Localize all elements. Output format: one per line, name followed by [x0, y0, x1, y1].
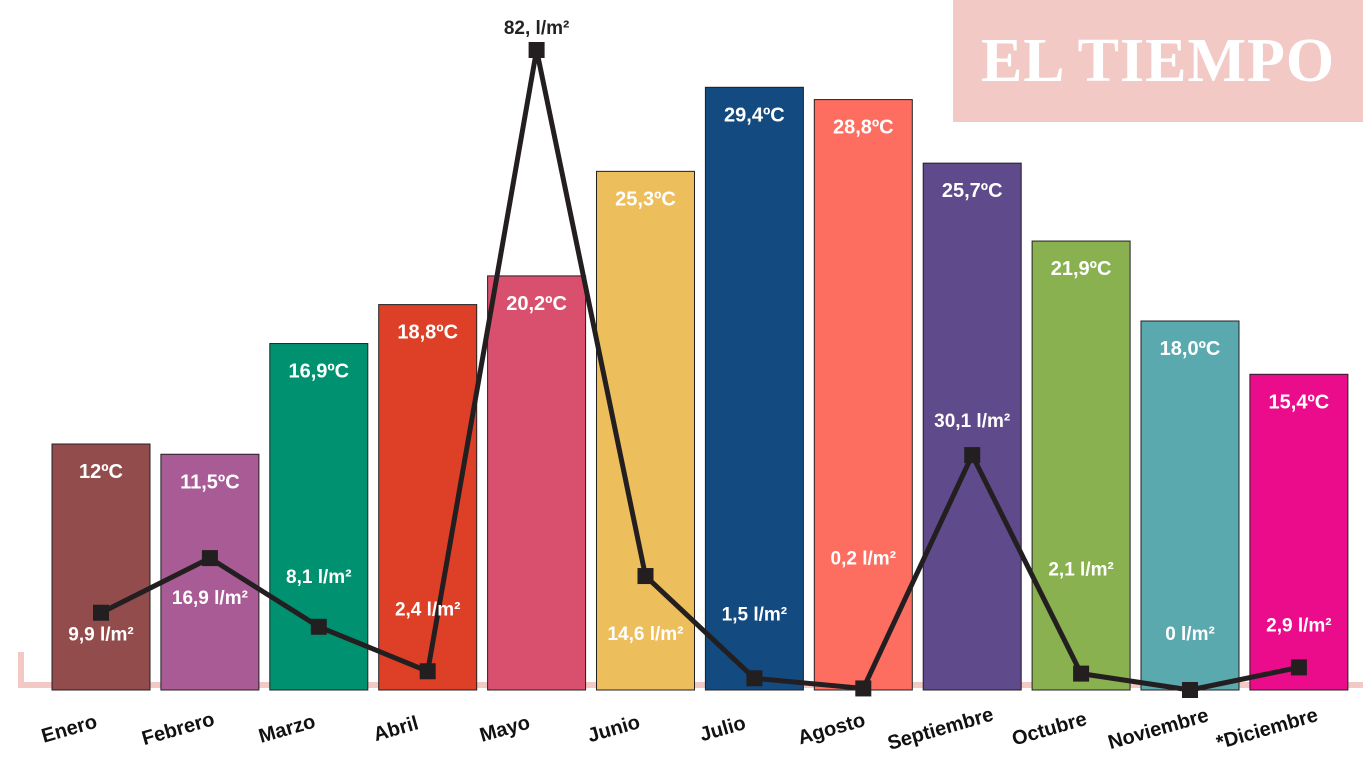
month-labels: Enero Febrero Marzo Abril Mayo Junio Julio Agos… — [39, 704, 1320, 755]
rainfall-point-septiembre — [964, 447, 981, 464]
rainfall-label-abril: 2,4 l/m² — [395, 599, 460, 620]
month-label-diciembre: *Diciembre — [1214, 704, 1321, 754]
temperature-bar-octubre — [1031, 240, 1131, 691]
month-label-noviembre: Noviembre — [1106, 704, 1211, 754]
rainfall-label-diciembre: 2,9 l/m² — [1266, 615, 1331, 636]
month-label-enero: Enero — [39, 711, 100, 748]
temperature-bar-agosto — [813, 99, 913, 691]
temperature-label-noviembre: 18,0ºC — [1160, 338, 1221, 360]
rainfall-point-julio — [746, 670, 763, 687]
month-label-junio: Junio — [585, 711, 642, 747]
temperature-labels: 12ºC 11,5ºC 16,9ºC 18,8ºC 20,2ºC 25,3ºC 29,4ºC… — [79, 104, 1329, 493]
rainfall-labels: 9,9 l/m² 16,9 l/m² 8,1 l/m² 2,4 l/m² 82, l/m… — [68, 18, 1331, 646]
month-label-marzo: Marzo — [256, 711, 318, 748]
temperature-bar-julio — [704, 86, 804, 691]
rainfall-label-enero: 9,9 l/m² — [68, 625, 133, 646]
rainfall-point-mayo — [528, 42, 545, 58]
month-label-octubre: Octubre — [1010, 708, 1090, 750]
rainfall-label-marzo: 8,1 l/m² — [286, 567, 351, 588]
temperature-bar-marzo — [269, 343, 369, 691]
temperature-label-enero: 12ºC — [79, 461, 123, 483]
temperature-label-diciembre: 15,4ºC — [1269, 391, 1330, 413]
temperature-label-septiembre: 25,7ºC — [942, 180, 1003, 202]
temperature-label-octubre: 21,9ºC — [1051, 258, 1112, 280]
temperature-bar-mayo — [487, 275, 587, 691]
rainfall-point-diciembre — [1290, 659, 1307, 676]
temperature-label-mayo: 20,2ºC — [506, 293, 567, 315]
temperature-bar-diciembre — [1249, 373, 1349, 691]
rainfall-point-enero — [93, 604, 109, 621]
temperature-bar-enero — [51, 443, 151, 691]
month-label-febrero: Febrero — [139, 708, 217, 750]
month-label-septiembre: Septiembre — [885, 704, 996, 755]
temperature-label-agosto: 28,8ºC — [833, 117, 894, 139]
temperature-label-abril: 18,8ºC — [397, 322, 458, 344]
rainfall-label-octubre: 2,1 l/m² — [1048, 560, 1113, 581]
temperature-label-marzo: 16,9ºC — [288, 361, 349, 383]
rainfall-label-noviembre: 0 l/m² — [1165, 624, 1215, 645]
month-label-agosto: Agosto — [796, 709, 868, 749]
rainfall-point-marzo — [310, 618, 327, 635]
rainfall-label-junio: 14,6 l/m² — [607, 624, 683, 645]
month-label-julio: Julio — [697, 712, 748, 746]
rainfall-label-septiembre: 30,1 l/m² — [934, 411, 1010, 432]
temperature-label-junio: 25,3ºC — [615, 188, 676, 210]
rainfall-point-noviembre — [1182, 682, 1198, 698]
month-label-mayo: Mayo — [477, 712, 532, 747]
month-label-abril: Abril — [371, 712, 421, 746]
rainfall-line-path — [99, 47, 1300, 693]
temperature-bar-noviembre — [1140, 320, 1240, 691]
rainfall-label-mayo: 82, l/m² — [504, 18, 569, 39]
rainfall-point-octubre — [1073, 665, 1090, 682]
temperature-label-febrero: 11,5ºC — [180, 471, 240, 493]
rainfall-point-abril — [419, 663, 436, 680]
temperature-bar-septiembre — [922, 162, 1022, 691]
rainfall-point-febrero — [201, 550, 218, 567]
rainfall-label-febrero: 16,9 l/m² — [172, 588, 248, 609]
temperature-bar-junio — [596, 170, 695, 691]
rainfall-line — [93, 42, 1307, 698]
el-tiempo-logo: EL TIEMPO — [953, 0, 1363, 122]
baseline-tick — [18, 652, 24, 688]
rainfall-point-agosto — [855, 680, 872, 697]
rainfall-label-agosto: 0,2 l/m² — [831, 548, 896, 569]
rainfall-label-julio: 1,5 l/m² — [722, 604, 787, 625]
temperature-bar-abril — [378, 304, 478, 691]
temperature-label-julio: 29,4ºC — [724, 104, 785, 126]
rainfall-point-junio — [637, 568, 654, 585]
